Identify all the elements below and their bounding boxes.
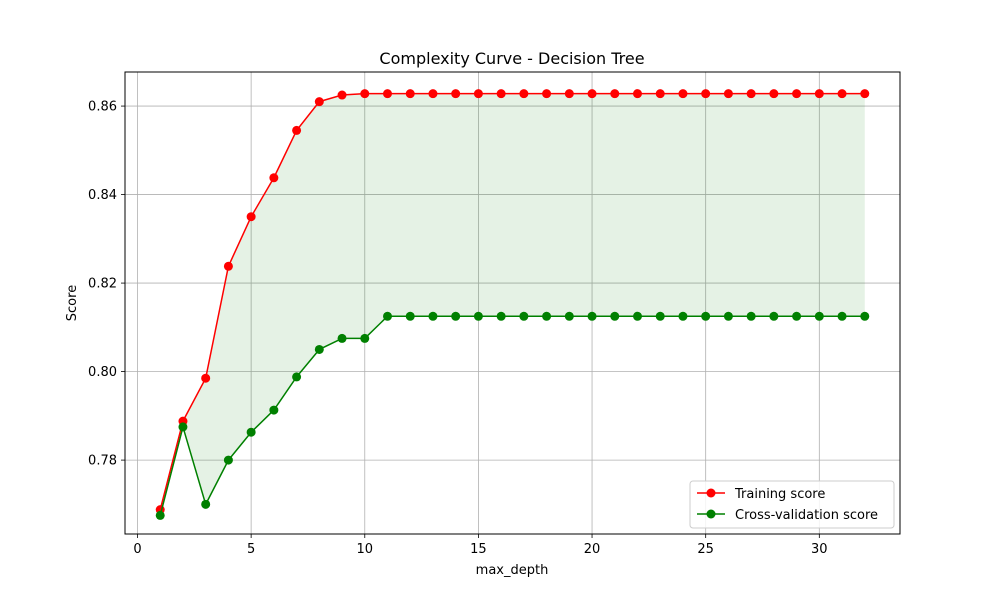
chart-title: Complexity Curve - Decision Tree bbox=[379, 49, 644, 68]
series-layer bbox=[155, 89, 870, 520]
x-tick-label: 30 bbox=[811, 542, 828, 557]
data-point-cross-validation-score bbox=[860, 311, 870, 321]
data-point-cross-validation-score bbox=[428, 311, 438, 321]
data-point-cross-validation-score bbox=[314, 344, 324, 354]
data-point-cross-validation-score bbox=[633, 311, 642, 321]
data-point-training-score bbox=[633, 89, 642, 99]
y-tick-label: 0.78 bbox=[88, 454, 117, 469]
grid-lines bbox=[125, 72, 900, 534]
x-tick-label: 25 bbox=[697, 542, 714, 557]
data-point-training-score bbox=[496, 89, 506, 99]
data-point-training-score bbox=[269, 173, 279, 183]
y-axis-ticks: 0.78 0.80 0.82 0.84 0.86 bbox=[88, 100, 125, 469]
data-point-training-score bbox=[564, 89, 574, 99]
data-point-cross-validation-score bbox=[292, 372, 302, 382]
data-point-cross-validation-score bbox=[792, 311, 802, 321]
data-point-cross-validation-score bbox=[701, 311, 711, 321]
data-point-cross-validation-score bbox=[360, 333, 370, 343]
plot-area bbox=[125, 72, 900, 534]
y-tick-label: 0.84 bbox=[88, 188, 117, 203]
data-point-cross-validation-score bbox=[769, 311, 779, 321]
data-point-cross-validation-score bbox=[246, 427, 256, 437]
x-axis-label: max_depth bbox=[476, 563, 549, 578]
y-tick-label: 0.80 bbox=[88, 365, 117, 380]
data-point-cross-validation-score bbox=[269, 405, 279, 415]
data-point-training-score bbox=[473, 89, 483, 99]
data-point-training-score bbox=[383, 89, 392, 99]
data-point-training-score bbox=[860, 89, 870, 99]
data-point-training-score bbox=[542, 89, 552, 99]
data-point-cross-validation-score bbox=[542, 311, 552, 321]
plot-frame bbox=[124, 71, 901, 535]
data-point-training-score bbox=[201, 373, 211, 383]
x-tick-label: 10 bbox=[356, 542, 373, 557]
data-point-training-score bbox=[814, 89, 824, 99]
data-point-cross-validation-score bbox=[337, 333, 347, 343]
x-tick-label: 15 bbox=[470, 542, 487, 557]
data-point-training-score bbox=[451, 89, 461, 99]
data-point-training-score bbox=[292, 125, 302, 135]
legend-marker-cross-validation-score bbox=[706, 509, 716, 519]
x-axis-ticks: 0 5 10 15 20 25 30 bbox=[133, 534, 828, 557]
data-point-cross-validation-score bbox=[383, 311, 392, 321]
x-tick-label: 5 bbox=[247, 542, 255, 557]
data-point-cross-validation-score bbox=[587, 311, 597, 321]
data-point-cross-validation-score bbox=[473, 311, 483, 321]
data-point-training-score bbox=[337, 90, 347, 100]
data-point-cross-validation-score bbox=[223, 455, 233, 465]
data-point-training-score bbox=[701, 89, 711, 99]
series-cross-validation-score bbox=[155, 311, 870, 520]
data-point-cross-validation-score bbox=[451, 311, 461, 321]
legend-label-cross-validation-score: Cross-validation score bbox=[735, 508, 878, 523]
score-gap-fill bbox=[160, 93, 865, 516]
data-point-training-score bbox=[314, 97, 324, 107]
data-point-cross-validation-score bbox=[678, 311, 688, 321]
data-point-cross-validation-score bbox=[405, 311, 415, 321]
data-point-cross-validation-score bbox=[610, 311, 620, 321]
legend-label-training-score: Training score bbox=[734, 487, 825, 502]
data-point-cross-validation-score bbox=[814, 311, 824, 321]
data-point-training-score bbox=[746, 89, 756, 99]
data-point-training-score bbox=[428, 89, 438, 99]
y-tick-label: 0.82 bbox=[88, 277, 117, 292]
x-tick-label: 0 bbox=[133, 542, 141, 557]
data-point-cross-validation-score bbox=[655, 311, 665, 321]
legend-box bbox=[689, 480, 895, 529]
data-point-cross-validation-score bbox=[201, 499, 211, 509]
data-point-cross-validation-score bbox=[178, 422, 188, 432]
legend-marker-training-score bbox=[706, 488, 716, 498]
data-point-training-score bbox=[792, 89, 802, 99]
data-point-training-score bbox=[246, 212, 256, 222]
data-point-cross-validation-score bbox=[155, 510, 165, 520]
y-tick-label: 0.86 bbox=[88, 100, 117, 115]
legend: Training score Cross-validation score bbox=[689, 480, 895, 529]
data-point-training-score bbox=[655, 89, 665, 99]
data-point-training-score bbox=[223, 261, 233, 271]
data-point-cross-validation-score bbox=[746, 311, 756, 321]
x-tick-label: 20 bbox=[584, 542, 601, 557]
data-point-training-score bbox=[405, 89, 415, 99]
data-point-cross-validation-score bbox=[564, 311, 574, 321]
data-point-cross-validation-score bbox=[723, 311, 733, 321]
data-point-training-score bbox=[837, 89, 847, 99]
data-point-training-score bbox=[587, 89, 597, 99]
data-point-training-score bbox=[360, 89, 370, 99]
data-point-training-score bbox=[769, 89, 779, 99]
data-point-cross-validation-score bbox=[837, 311, 847, 321]
data-point-training-score bbox=[678, 89, 688, 99]
data-point-training-score bbox=[610, 89, 620, 99]
y-axis-label: Score bbox=[65, 285, 80, 321]
data-point-cross-validation-score bbox=[519, 311, 529, 321]
data-point-training-score bbox=[723, 89, 733, 99]
data-point-training-score bbox=[519, 89, 529, 99]
data-point-cross-validation-score bbox=[496, 311, 506, 321]
